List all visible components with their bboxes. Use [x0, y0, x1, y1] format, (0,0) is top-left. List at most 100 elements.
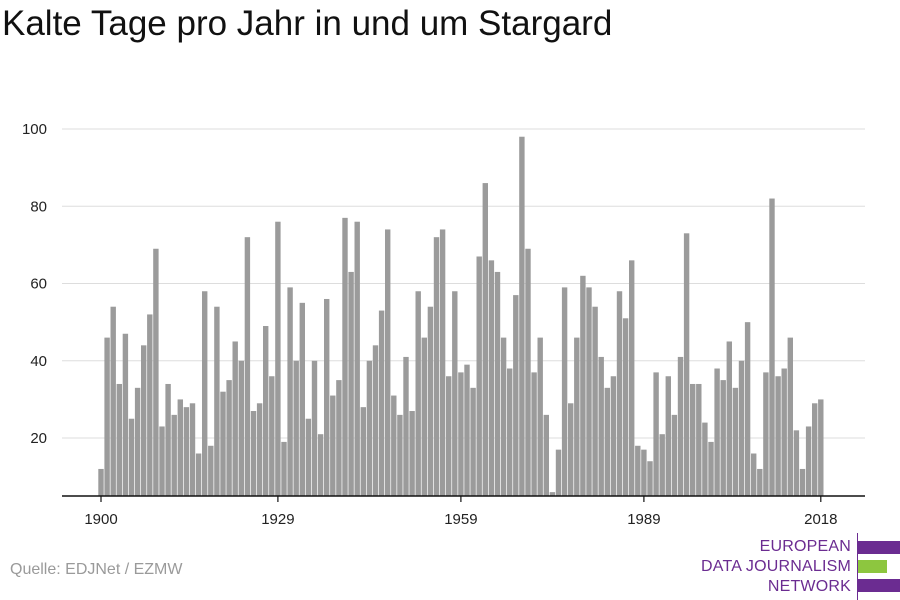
bar — [98, 468, 104, 496]
bar — [439, 229, 446, 496]
logo-separator — [857, 533, 858, 600]
bar — [165, 383, 171, 496]
bar — [446, 376, 452, 496]
bar — [549, 492, 556, 496]
chart-title: Kalte Tage pro Jahr in und um Stargard — [2, 4, 613, 43]
x-axis-ticks: 1900 1929 1959 1989 2018 — [84, 496, 837, 528]
bar — [677, 356, 684, 496]
bar — [763, 372, 769, 496]
source-note: Quelle: EDJNet / EZMW — [10, 561, 183, 578]
bar — [616, 291, 623, 496]
bar — [409, 411, 415, 496]
bar — [610, 376, 617, 496]
bar — [525, 248, 531, 496]
bar — [360, 407, 366, 496]
bar — [110, 306, 116, 496]
bar — [305, 418, 312, 496]
bar — [171, 414, 177, 496]
bar — [189, 403, 196, 496]
bar — [134, 387, 141, 496]
bar — [342, 217, 348, 496]
bar — [769, 198, 775, 496]
bars — [98, 136, 824, 496]
bar — [805, 426, 812, 496]
bar — [317, 434, 324, 496]
bar — [732, 387, 739, 496]
bar — [208, 445, 214, 496]
bar — [281, 441, 287, 496]
bar — [744, 322, 751, 496]
bar — [641, 449, 647, 496]
bar — [159, 426, 165, 496]
bar — [141, 345, 147, 496]
bar — [738, 360, 745, 496]
bar — [116, 383, 122, 496]
bar — [751, 453, 757, 496]
bar — [214, 306, 220, 496]
bar — [366, 360, 373, 496]
bar — [555, 449, 562, 496]
x-tick-label: 2018 — [804, 511, 837, 528]
bar — [671, 414, 678, 496]
bar — [128, 418, 135, 496]
bar — [263, 326, 269, 496]
bar — [568, 403, 574, 496]
bar — [354, 221, 360, 496]
bar — [202, 291, 208, 496]
bar — [324, 298, 330, 496]
bar — [781, 368, 787, 496]
bar — [403, 356, 409, 496]
bar — [537, 337, 543, 496]
y-tick-label: 60 — [30, 276, 47, 293]
bar — [244, 237, 251, 496]
bar — [147, 314, 153, 496]
bar — [561, 287, 568, 496]
bar — [287, 287, 293, 496]
bar — [696, 383, 702, 496]
bar — [799, 468, 806, 496]
bar — [427, 306, 434, 496]
y-tick-label: 20 — [30, 430, 47, 447]
bar — [653, 372, 659, 496]
bar — [330, 395, 336, 496]
bar — [122, 333, 129, 496]
bar — [726, 341, 732, 496]
bar-chart: 20 40 60 80 100 1900 1929 1959 1989 2018 — [22, 121, 865, 528]
bar — [238, 360, 244, 496]
bar — [494, 271, 501, 496]
x-tick-label: 1900 — [84, 511, 117, 528]
bar — [452, 291, 458, 496]
bar — [195, 453, 202, 496]
bar — [415, 291, 421, 496]
bar — [433, 237, 440, 496]
bar — [299, 302, 305, 496]
y-tick-label: 40 — [30, 353, 47, 370]
bar — [604, 387, 610, 496]
bar — [543, 414, 549, 496]
bar — [580, 275, 586, 496]
x-tick-label: 1929 — [261, 511, 294, 528]
y-tick-label: 100 — [22, 121, 47, 138]
bar — [787, 337, 793, 496]
bar — [622, 318, 629, 496]
bar — [592, 306, 598, 496]
bar — [372, 345, 379, 496]
bar — [635, 445, 641, 496]
bar — [348, 271, 354, 496]
bar — [385, 229, 391, 496]
bar — [647, 461, 653, 496]
logo-line-1: EUROPEAN — [759, 538, 851, 555]
bar — [311, 360, 318, 496]
bar — [250, 411, 257, 496]
bar — [775, 376, 781, 496]
bar — [482, 183, 488, 496]
bar — [720, 380, 726, 496]
bar — [702, 422, 708, 496]
bar — [574, 337, 580, 496]
bar — [397, 414, 403, 496]
bar — [275, 221, 281, 496]
bar — [586, 287, 592, 496]
bar — [519, 136, 525, 496]
logo-bar-middle — [858, 560, 887, 573]
bar — [708, 441, 714, 496]
